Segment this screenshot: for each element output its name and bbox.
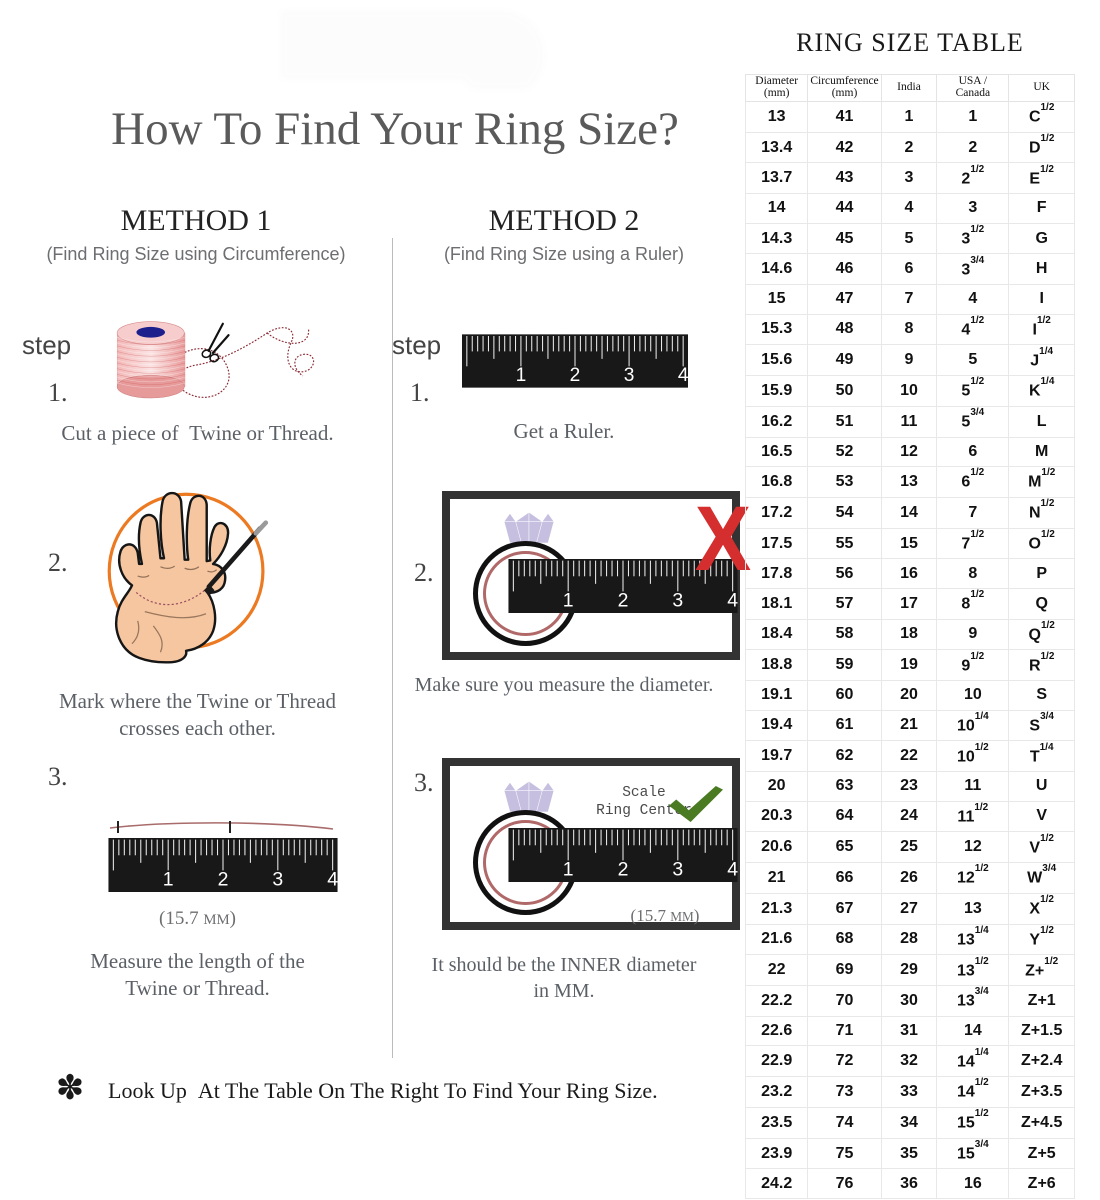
svg-text:3: 3 bbox=[672, 590, 683, 612]
svg-text:1: 1 bbox=[563, 859, 574, 881]
svg-text:1: 1 bbox=[516, 365, 527, 386]
svg-text:2: 2 bbox=[218, 869, 229, 891]
svg-text:3: 3 bbox=[624, 365, 635, 386]
svg-text:2: 2 bbox=[570, 365, 581, 386]
svg-text:4: 4 bbox=[678, 365, 688, 386]
svg-text:4: 4 bbox=[327, 869, 338, 891]
svg-text:3: 3 bbox=[272, 869, 283, 891]
svg-text:2: 2 bbox=[618, 859, 629, 881]
svg-text:1: 1 bbox=[163, 869, 174, 891]
svg-text:1: 1 bbox=[563, 590, 574, 612]
svg-text:3: 3 bbox=[672, 859, 683, 881]
svg-text:4: 4 bbox=[727, 859, 738, 881]
svg-text:2: 2 bbox=[618, 590, 629, 612]
